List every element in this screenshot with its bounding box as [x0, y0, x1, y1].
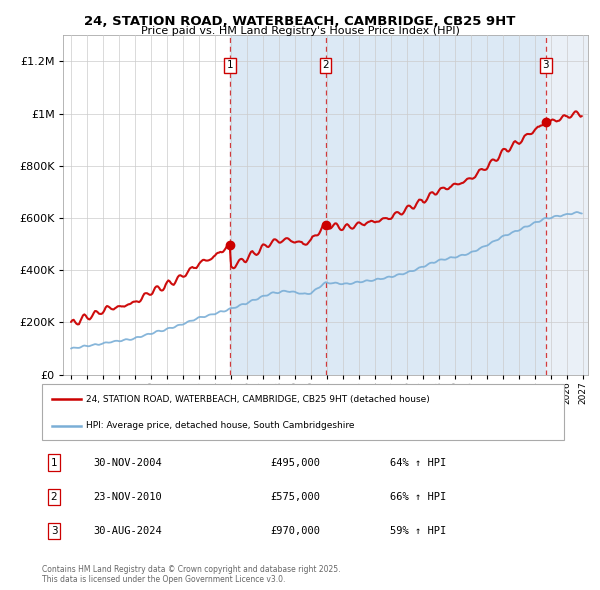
Text: 30-AUG-2024: 30-AUG-2024 [93, 526, 162, 536]
Bar [546, 35, 591, 375]
Text: 30-NOV-2004: 30-NOV-2004 [93, 458, 162, 467]
Text: 3: 3 [50, 526, 58, 536]
Text: 3: 3 [542, 60, 549, 70]
Text: 24, STATION ROAD, WATERBEACH, CAMBRIDGE, CB25 9HT (detached house): 24, STATION ROAD, WATERBEACH, CAMBRIDGE,… [86, 395, 430, 404]
Bar [230, 35, 326, 375]
Text: 59% ↑ HPI: 59% ↑ HPI [390, 526, 446, 536]
Text: HPI: Average price, detached house, South Cambridgeshire: HPI: Average price, detached house, Sout… [86, 421, 355, 430]
Text: Contains HM Land Registry data © Crown copyright and database right 2025.
This d: Contains HM Land Registry data © Crown c… [42, 565, 341, 584]
Text: 23-NOV-2010: 23-NOV-2010 [93, 492, 162, 502]
Text: 1: 1 [226, 60, 233, 70]
Text: 66% ↑ HPI: 66% ↑ HPI [390, 492, 446, 502]
Text: £575,000: £575,000 [270, 492, 320, 502]
Text: £970,000: £970,000 [270, 526, 320, 536]
FancyBboxPatch shape [42, 384, 564, 440]
Bar [546, 35, 591, 375]
Text: £495,000: £495,000 [270, 458, 320, 467]
Text: 64% ↑ HPI: 64% ↑ HPI [390, 458, 446, 467]
Bar [326, 35, 546, 375]
Text: Price paid vs. HM Land Registry's House Price Index (HPI): Price paid vs. HM Land Registry's House … [140, 26, 460, 36]
Text: 2: 2 [50, 492, 58, 502]
Text: 24, STATION ROAD, WATERBEACH, CAMBRIDGE, CB25 9HT: 24, STATION ROAD, WATERBEACH, CAMBRIDGE,… [85, 15, 515, 28]
Text: 2: 2 [322, 60, 329, 70]
Text: 1: 1 [50, 458, 58, 467]
